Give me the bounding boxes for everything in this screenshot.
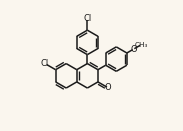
Text: Cl: Cl (83, 14, 92, 23)
Text: O: O (105, 83, 111, 92)
Text: O: O (130, 45, 137, 54)
Text: Cl: Cl (41, 59, 49, 68)
Text: CH₃: CH₃ (135, 42, 148, 48)
